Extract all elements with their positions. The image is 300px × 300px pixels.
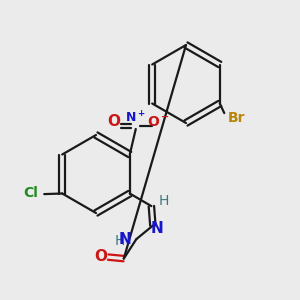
Text: Cl: Cl (23, 186, 38, 200)
Text: O: O (94, 249, 107, 264)
Text: H: H (115, 234, 125, 248)
Text: Br: Br (228, 111, 245, 124)
Text: O: O (107, 114, 120, 129)
Text: H: H (159, 194, 169, 208)
Text: N: N (119, 232, 132, 247)
Text: $\mathregular{N^+}$: $\mathregular{N^+}$ (125, 110, 146, 125)
Text: N: N (151, 221, 164, 236)
Text: $\mathregular{O^-}$: $\mathregular{O^-}$ (147, 115, 170, 128)
